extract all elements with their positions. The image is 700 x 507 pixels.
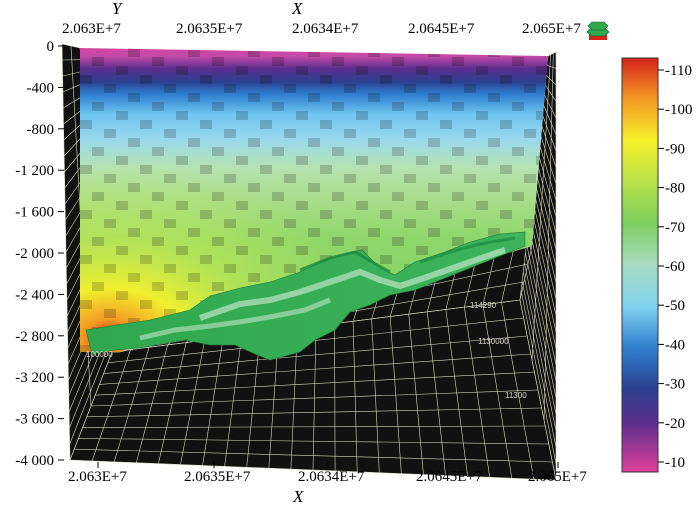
colorbar-tick-label: -110	[665, 63, 692, 79]
colorbar-tick-label: -30	[665, 377, 685, 393]
bottom-tick-label: 2.0635E+7	[184, 469, 251, 485]
depth-tick-label: -2 800	[15, 329, 54, 345]
colorbar-tick-label: -80	[665, 181, 685, 197]
colorbar-tick-label: -50	[665, 298, 685, 314]
bottom-axis-title: X	[292, 487, 304, 506]
colorbar-ticks: -110 -100 -90 -80 -70 -60 -50 -40 -30 -20 -10	[658, 63, 693, 471]
depth-tick-label: -1 600	[15, 205, 54, 221]
bottom-tick-label: 2.065E+7	[528, 469, 587, 485]
top-tick-label: 2.0645E+7	[408, 21, 475, 37]
colorbar	[621, 57, 659, 473]
geological-surface	[85, 231, 526, 361]
bottom-tick-label: 2.0634E+7	[298, 469, 365, 485]
side-label: 100000	[86, 350, 113, 359]
bottom-tick-label: 2.0645E+7	[416, 469, 483, 485]
colorbar-tick-label: -20	[665, 416, 685, 432]
depth-tick-label: 0	[47, 39, 55, 55]
top-x-axis: 2.063E+7 2.0635E+7 2.0634E+7 2.0645E+7 2.065…	[62, 21, 581, 37]
bottom-x-axis: 2.063E+7 2.0635E+7 2.0634E+7 2.0645E+7 2.065…	[68, 462, 587, 485]
top-tick-label: 2.0634E+7	[292, 21, 359, 37]
colorbar-tick-label: -10	[665, 455, 685, 471]
depth-tick-label: -400	[27, 80, 55, 96]
colorbar-tick-label: -70	[665, 220, 685, 236]
depth-tick-label: -3 200	[15, 370, 54, 386]
bottom-tick-label: 2.063E+7	[68, 469, 127, 485]
colorbar-tick-label: -40	[665, 337, 685, 353]
layer-stack-icon	[586, 21, 610, 40]
depth-tick-label: -2 400	[15, 287, 54, 303]
side-label: 1130000	[478, 337, 509, 346]
left-wall	[62, 44, 112, 460]
depth-tick-label: -1 200	[15, 163, 54, 179]
top-axis-title-x: X	[291, 0, 303, 18]
side-label: 114290	[470, 301, 497, 310]
depth-axis: 0 -400 -800 -1 200 -1 600 -2 000 -2 400 -2 800 -…	[15, 39, 64, 469]
depth-tick-label: -800	[27, 122, 55, 138]
colorbar-tick-label: -90	[665, 141, 685, 157]
back-wall	[112, 246, 532, 352]
floor-plane	[70, 300, 556, 480]
colorbar-tick-label: -100	[665, 102, 693, 118]
top-axis-title-y: Y	[112, 0, 123, 18]
side-label: 11300	[505, 391, 527, 400]
colorbar-tick-label: -60	[665, 259, 685, 275]
top-tick-label: 2.0635E+7	[176, 21, 243, 37]
depth-tick-label: -3 600	[15, 412, 54, 428]
top-tick-label: 2.065E+7	[522, 21, 581, 37]
top-tick-label: 2.063E+7	[62, 21, 121, 37]
depth-tick-label: -2 000	[15, 246, 54, 262]
depth-tick-label: -4 000	[15, 453, 54, 469]
